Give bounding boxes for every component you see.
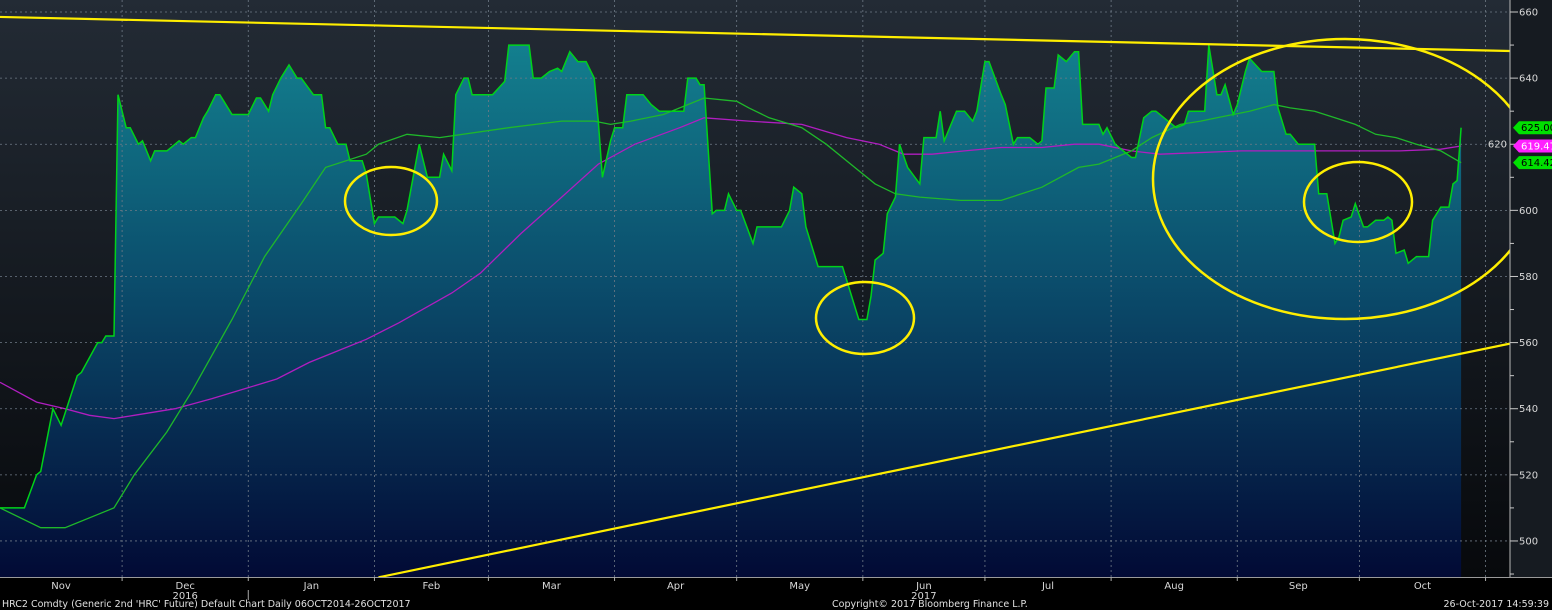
x-tick-label: Nov — [51, 581, 71, 592]
y-tick-label: 580 — [1519, 272, 1538, 283]
footer-copyright: Copyright© 2017 Bloomberg Finance L.P. — [832, 599, 1028, 610]
green-moving-average-line — [0, 97, 1462, 529]
x-axis: Nov Dec Jan Feb Mar Apr May Jun Jul Aug Sep Oct 2016… — [51, 577, 1487, 602]
y-tick-label: 640 — [1519, 74, 1538, 85]
magenta-moving-average-line — [0, 117, 1462, 420]
plot-area — [0, 0, 1510, 577]
x-tick-label: May — [789, 581, 810, 592]
x-tick-label: Jan — [303, 581, 319, 592]
y-tick-label: 660 — [1519, 8, 1538, 19]
x-tick-label: Apr — [667, 581, 685, 592]
last-value-label: 614.42 — [1521, 158, 1552, 169]
price-area-fill — [0, 45, 1462, 577]
x-year-label: 2017 — [911, 591, 936, 602]
x-tick-label: Sep — [1289, 581, 1308, 592]
y-tick-label: 520 — [1519, 470, 1538, 481]
x-tick-label: Mar — [542, 581, 562, 592]
annotation-ellipse-may-low — [814, 280, 916, 356]
x-tick-label: Jul — [1041, 581, 1054, 592]
footer-timestamp: 26-Oct-2017 14:59:39 — [1444, 599, 1550, 610]
x-tick-label: Oct — [1414, 581, 1431, 592]
annotation-ellipses — [343, 37, 1510, 356]
y-tick-label: 500 — [1519, 536, 1538, 547]
x-tick-label: Aug — [1164, 581, 1184, 592]
annotation-ellipse-sep-dip — [1302, 160, 1414, 244]
x-year-label: 2016 — [172, 591, 197, 602]
trend-lines — [0, 15, 1510, 577]
horizontal-gridlines — [0, 11, 1510, 542]
last-value-tag — [1513, 156, 1552, 170]
vertical-gridlines — [121, 0, 1486, 577]
y-tick-label: 600 — [1519, 206, 1538, 217]
last-value-labels: 625.00 619.47 614.42 — [1513, 121, 1552, 170]
trend-line — [378, 342, 1510, 577]
axis-panel-background — [1510, 0, 1552, 577]
annotation-ellipse-feb-dip — [343, 165, 439, 237]
last-value-tag — [1513, 121, 1552, 135]
y-tick-label: 540 — [1519, 404, 1538, 415]
y-tick-label: 560 — [1519, 338, 1538, 349]
annotation-ellipse-recent-range — [1151, 37, 1510, 321]
footer-description: HRC2 Comdty (Generic 2nd 'HRC' Future) D… — [2, 599, 411, 610]
last-value-label: 625.00 — [1521, 123, 1552, 134]
x-tick-label: Dec — [176, 581, 195, 592]
y-tick-label: 620 — [1488, 140, 1507, 151]
trend-line — [0, 15, 1510, 53]
x-tick-label: Feb — [423, 581, 441, 592]
last-value-label: 619.47 — [1521, 141, 1552, 152]
footer-background — [0, 577, 1552, 610]
y-axis: 500 520 540 560 580 600 620 640 660 — [1488, 8, 1538, 575]
price-line — [0, 44, 1462, 509]
x-tick-label: Jun — [915, 581, 932, 592]
last-value-tag — [1513, 139, 1552, 153]
